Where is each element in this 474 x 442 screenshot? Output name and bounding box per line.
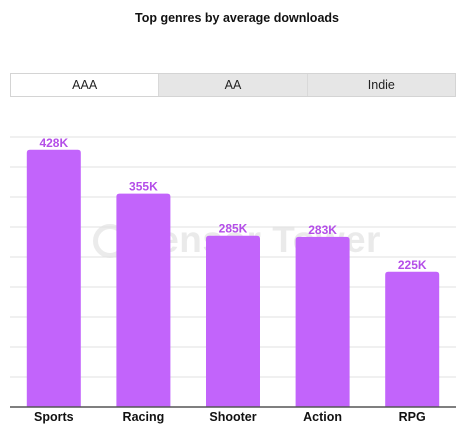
tier-tabs: AAA AA Indie [10, 73, 456, 97]
bar-rpg [385, 271, 440, 407]
tab-indie[interactable]: Indie [306, 74, 455, 96]
x-tick-label-racing: Racing [123, 410, 165, 424]
bar-shooter [206, 235, 260, 407]
x-tick-label-shooter: Shooter [209, 410, 256, 424]
value-label-rpg: 225K [398, 258, 427, 272]
x-tick-label-sports: Sports [34, 410, 74, 424]
x-tick-labels: Sports Racing Shooter Action RPG [34, 410, 426, 424]
value-label-action: 283K [308, 223, 337, 237]
tab-aaa[interactable]: AAA [11, 74, 159, 96]
bar-sports [26, 149, 81, 407]
value-label-sports: 428K [39, 136, 68, 150]
tab-aa[interactable]: AA [158, 74, 307, 96]
value-label-shooter: 285K [219, 222, 248, 236]
value-label-racing: 355K [129, 180, 158, 194]
x-tick-label-rpg: RPG [399, 410, 426, 424]
bars [26, 149, 440, 407]
value-labels: 428K 355K 285K 283K 225K [39, 136, 426, 272]
bar-racing [116, 193, 171, 407]
x-tick-label-action: Action [303, 410, 342, 424]
chart-title: Top genres by average downloads [135, 11, 339, 25]
bar-action [295, 236, 350, 407]
